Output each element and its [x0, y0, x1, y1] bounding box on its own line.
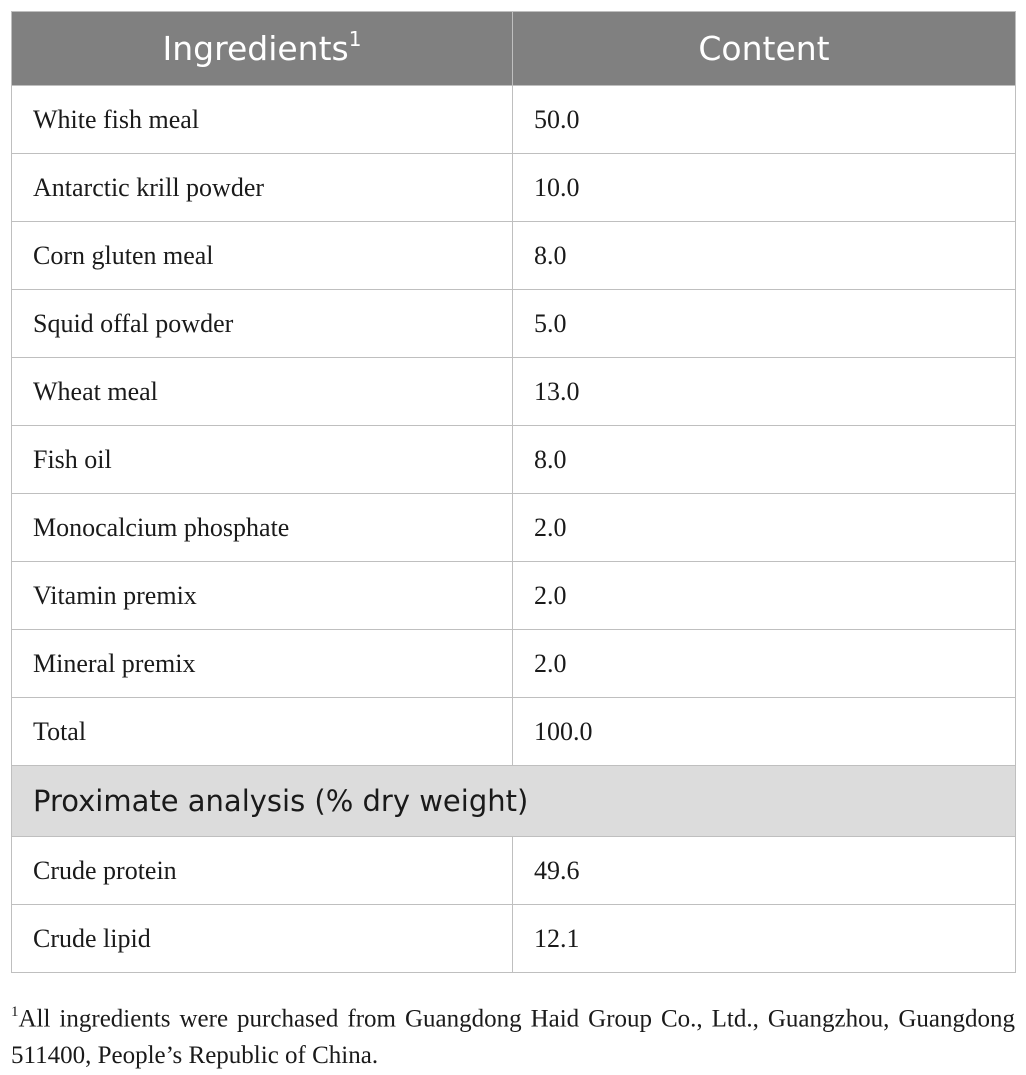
analysis-value: 12.1: [512, 904, 1016, 973]
section-header-row: Proximate analysis (% dry weight): [11, 765, 1016, 837]
ingredient-content: 100.0: [512, 697, 1016, 766]
footnote-marker-header: 1: [348, 27, 362, 51]
table-body: White fish meal 50.0 Antarctic krill pow…: [11, 85, 1016, 973]
ingredient-content: 8.0: [512, 425, 1016, 494]
header-ingredients: Ingredients1: [11, 11, 513, 86]
analysis-name: Crude lipid: [11, 904, 513, 973]
table-row: Antarctic krill powder 10.0: [11, 153, 1016, 222]
header-content: Content: [512, 11, 1016, 86]
analysis-name: Crude protein: [11, 836, 513, 905]
table-row: Fish oil 8.0: [11, 425, 1016, 494]
ingredient-content: 2.0: [512, 493, 1016, 562]
ingredient-content: 8.0: [512, 221, 1016, 290]
ingredient-name: White fish meal: [11, 85, 513, 154]
ingredient-content: 13.0: [512, 357, 1016, 426]
analysis-value: 49.6: [512, 836, 1016, 905]
ingredient-content: 5.0: [512, 289, 1016, 358]
ingredient-content: 2.0: [512, 561, 1016, 630]
table-row: Corn gluten meal 8.0: [11, 221, 1016, 290]
ingredient-content: 50.0: [512, 85, 1016, 154]
ingredient-name: Mineral premix: [11, 629, 513, 698]
table-row: Wheat meal 13.0: [11, 357, 1016, 426]
ingredient-name: Fish oil: [11, 425, 513, 494]
ingredient-content: 10.0: [512, 153, 1016, 222]
diet-composition-table: Ingredients1 Content White fish meal 50.…: [11, 11, 1016, 973]
table-row: Crude lipid 12.1: [11, 904, 1016, 973]
ingredient-name: Squid offal powder: [11, 289, 513, 358]
table-row: White fish meal 50.0: [11, 85, 1016, 154]
table-footnote: 1All ingredients were purchased from Gua…: [11, 995, 1015, 1074]
ingredient-name: Antarctic krill powder: [11, 153, 513, 222]
table-header: Ingredients1 Content: [11, 11, 1016, 86]
table-row: Monocalcium phosphate 2.0: [11, 493, 1016, 562]
diet-composition-table-container: Ingredients1 Content White fish meal 50.…: [11, 11, 1016, 973]
ingredient-content: 2.0: [512, 629, 1016, 698]
ingredient-name: Monocalcium phosphate: [11, 493, 513, 562]
ingredient-name: Corn gluten meal: [11, 221, 513, 290]
footnote-text: All ingredients were purchased from Guan…: [11, 1005, 1015, 1070]
ingredient-name: Total: [11, 697, 513, 766]
footnote-marker: 1: [11, 1004, 19, 1020]
ingredient-name: Vitamin premix: [11, 561, 513, 630]
ingredient-name: Wheat meal: [11, 357, 513, 426]
table-row: Crude protein 49.6: [11, 836, 1016, 905]
table-row-total: Total 100.0: [11, 697, 1016, 766]
header-row: Ingredients1 Content: [11, 11, 1016, 86]
table-row: Mineral premix 2.0: [11, 629, 1016, 698]
section-title: Proximate analysis (% dry weight): [11, 765, 1016, 837]
header-ingredients-label: Ingredients: [162, 29, 349, 68]
table-row: Squid offal powder 5.0: [11, 289, 1016, 358]
table-row: Vitamin premix 2.0: [11, 561, 1016, 630]
